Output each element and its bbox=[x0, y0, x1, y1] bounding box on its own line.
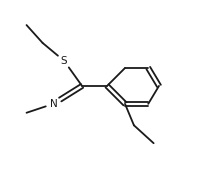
Text: N: N bbox=[49, 99, 57, 109]
Text: S: S bbox=[61, 56, 67, 66]
